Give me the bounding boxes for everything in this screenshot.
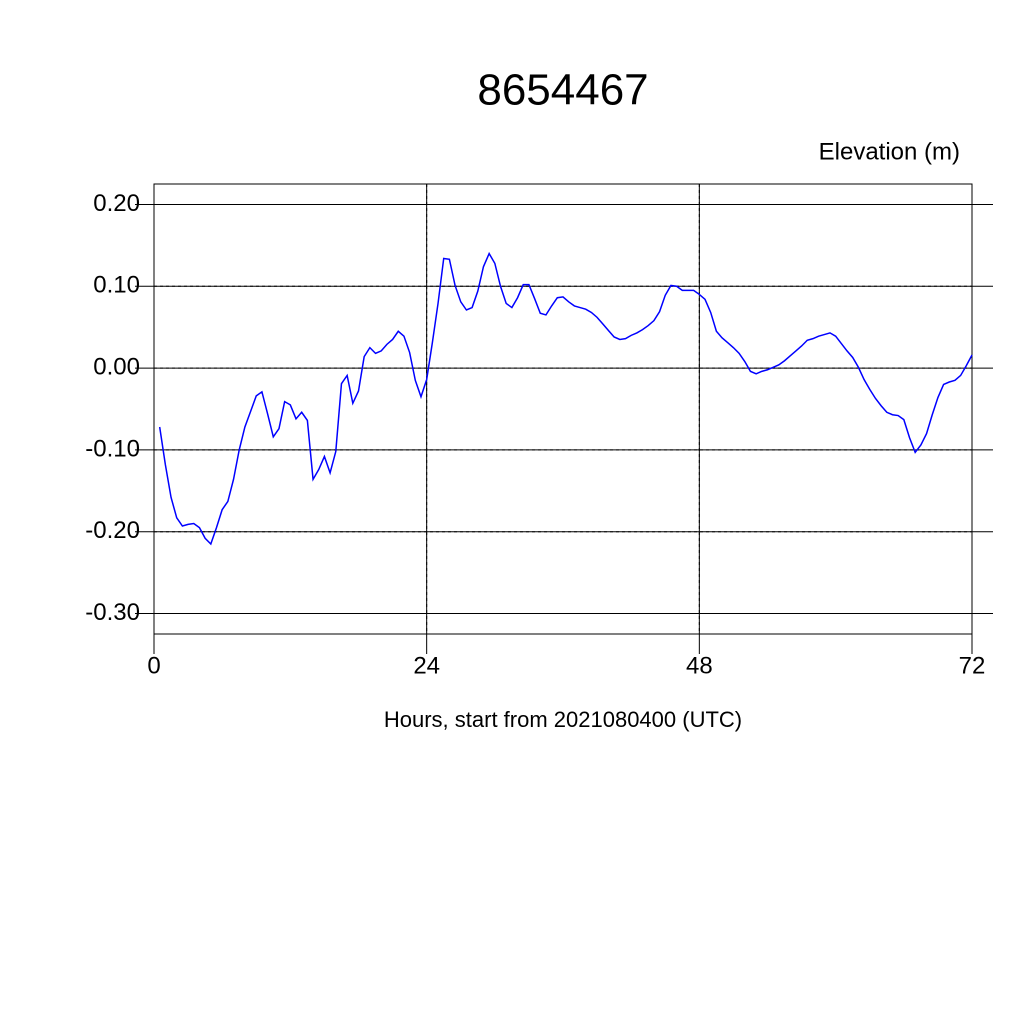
x-tick-label: 24 [413,652,440,679]
x-tick-label: 48 [686,652,713,679]
y-tick-label: -0.20 [85,517,140,544]
chart-title: 8654467 [477,66,648,115]
plot-frame [153,183,973,635]
x-tick-label: 0 [147,652,160,679]
y-axis-label: Elevation (m) [819,138,960,165]
y-tick-label: 0.10 [93,272,140,299]
y-tick-label: 0.00 [93,353,140,380]
x-axis-label: Hours, start from 2021080400 (UTC) [384,707,742,732]
data-line [158,251,973,546]
y-tick-label: -0.10 [85,435,140,462]
y-tick-label: -0.30 [85,599,140,626]
x-tick-label: 72 [959,652,986,679]
y-tick-label: 0.20 [93,190,140,217]
